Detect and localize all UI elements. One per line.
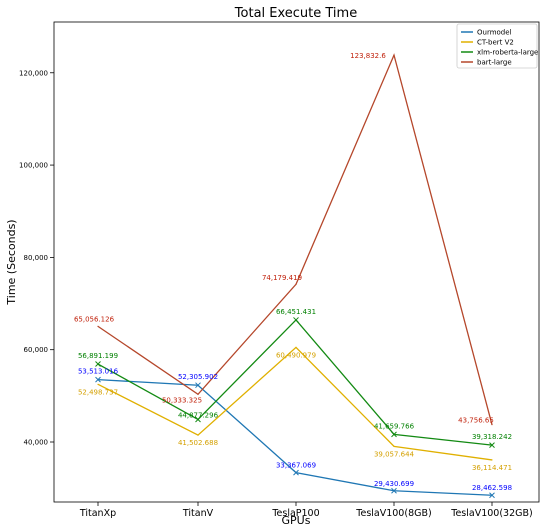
data-label: 33,367.069 (276, 462, 316, 470)
y-tick-label: 120,000 (19, 69, 48, 77)
x-tick-label: TeslaP100 (271, 508, 319, 519)
data-point (293, 469, 299, 476)
data-label: 36,114.471 (472, 464, 512, 472)
y-tick-label: 40,000 (24, 439, 49, 447)
data-point-stroke (391, 431, 397, 438)
series-line (97, 346, 493, 461)
data-point (95, 376, 101, 383)
series-group (95, 53, 495, 499)
plot-frame (53, 21, 540, 503)
chart-title: Total Execute Time (234, 6, 357, 21)
x-tick-label: TitanV (182, 508, 214, 519)
data-label: 41,502.688 (178, 439, 218, 447)
data-point-stroke (95, 376, 101, 383)
data-label: 66,451.431 (276, 308, 316, 316)
data-point (97, 325, 99, 327)
data-label: 39,057.644 (374, 450, 415, 458)
data-label: 53,513.016 (78, 368, 119, 376)
x-axis-label: GPUs (282, 514, 311, 527)
data-point (391, 431, 397, 438)
data-label: 52,498.737 (78, 388, 118, 396)
y-axis: 40,000 60,000 80,000 100,000 120,000 (19, 69, 54, 447)
data-point-stroke (391, 487, 397, 494)
data-label: 28,462.598 (472, 484, 512, 492)
data-label: 50,333.325 (162, 396, 202, 404)
data-point (393, 54, 395, 56)
data-label: 56,891.199 (78, 352, 118, 360)
data-point-stroke (293, 317, 299, 323)
data-point (393, 445, 395, 447)
data-point-stroke (195, 382, 201, 389)
x-tick-label: TeslaV100(8GB) (355, 508, 431, 519)
data-point (195, 416, 201, 423)
data-point-stroke (95, 361, 101, 367)
x-tick-label: TitanXp (79, 508, 116, 519)
data-point (491, 459, 493, 461)
data-point (197, 393, 199, 395)
data-label: 74,179.419 (262, 274, 302, 282)
y-tick-label: 80,000 (24, 254, 49, 262)
data-point (97, 383, 99, 385)
data-point-stroke (195, 416, 201, 423)
data-point (295, 283, 297, 285)
legend-box (456, 23, 538, 69)
data-label: 39,318.242 (472, 433, 512, 441)
data-label: 60,490.979 (276, 351, 316, 359)
data-label: 52,305.902 (178, 373, 218, 381)
data-point (491, 424, 493, 426)
data-point (95, 361, 101, 367)
data-label: 29,430.699 (374, 480, 414, 488)
data-point (391, 487, 397, 494)
y-tick-label: 100,000 (19, 162, 48, 170)
data-point (489, 492, 495, 499)
data-label: 43,756.65 (458, 417, 494, 425)
series-line (97, 53, 493, 425)
data-point (293, 317, 299, 323)
legend-item-label: CT-bert V2 (477, 39, 514, 47)
x-tick-label: TeslaV100(32GB) (450, 508, 532, 519)
data-label: 44,877.296 (178, 411, 219, 419)
y-tick-label: 60,000 (24, 346, 49, 354)
data-point (197, 434, 199, 436)
y-axis-label: Time (Seconds) (5, 219, 18, 305)
data-label: 123,832.6 (350, 52, 386, 60)
data-point (489, 442, 495, 449)
data-point-stroke (489, 442, 495, 449)
data-point (195, 382, 201, 389)
data-point-stroke (293, 469, 299, 476)
legend-item-label: xlm-roberta-large (477, 49, 538, 57)
legend-item-label: Ourmodel (477, 29, 512, 37)
legend-item-label: bart-large (477, 59, 512, 67)
x-axis: TitanXp TitanV TeslaP100 TeslaV100(8GB) Tesl… (79, 502, 533, 519)
data-label: 41,659.766 (374, 422, 415, 430)
data-label: 65,056.126 (74, 315, 115, 323)
data-point-stroke (489, 492, 495, 499)
legend: Ourmodel CT-bert V2 xlm-roberta-large bart-… (456, 23, 538, 69)
data-point (295, 346, 297, 349)
data-labels-group: 53,513.016 52,305.902 33,367.069 29,430.699… (74, 52, 512, 492)
